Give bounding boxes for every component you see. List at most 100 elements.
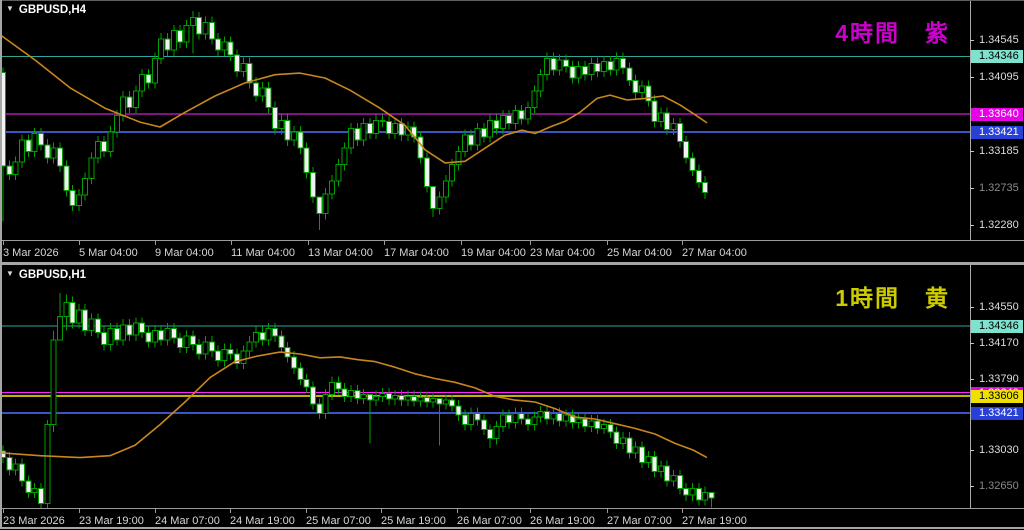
time-tick-label: 13 Mar 04:00 — [308, 247, 373, 259]
bear-candle-body — [6, 457, 13, 471]
h4-time-axis[interactable]: 3 Mar 2026 5 Mar 04:00 9 Mar 04:00 11 Mar 0… — [0, 240, 1024, 262]
bear-candle-body — [126, 96, 133, 108]
window-bottom-border — [0, 527, 1024, 529]
bull-candle-body — [132, 322, 139, 336]
time-tick-label: 25 Mar 07:00 — [306, 515, 371, 527]
bear-candle-body — [385, 120, 392, 135]
bear-candle-body — [664, 465, 671, 482]
bear-candle-body — [423, 396, 430, 403]
bull-candle-body — [360, 123, 367, 141]
price-tick-mark — [970, 188, 974, 189]
collapse-chart-icon[interactable]: ▼ — [6, 269, 14, 278]
time-tick-label: 3 Mar 2026 — [3, 247, 59, 259]
bear-candle-body — [544, 410, 551, 420]
bull-candle-body — [113, 115, 120, 133]
bull-candle-body — [221, 41, 228, 51]
bull-candle-body — [50, 147, 57, 159]
bull-candle-body — [56, 315, 63, 341]
bull-candle-body — [183, 335, 190, 348]
bull-candle-body — [151, 330, 158, 343]
bear-candle-body — [278, 335, 285, 348]
bear-candle-body — [689, 157, 696, 171]
bull-candle-body — [588, 62, 595, 76]
bull-candle-body — [563, 414, 570, 422]
time-tick-mark — [79, 509, 80, 513]
bear-candle-body — [208, 21, 215, 40]
chart-panel-h1: ▼ GBPUSD,H1 1時間 黄 1.34550 1.34346 1.34170 1.… — [0, 265, 1024, 530]
bull-candle-body — [404, 395, 411, 401]
bear-candle-body — [227, 348, 234, 355]
bear-candle-body — [379, 119, 386, 122]
bear-candle-body — [215, 38, 222, 51]
bear-candle-body — [259, 331, 266, 341]
time-tick-mark — [230, 509, 231, 513]
bear-candle-body — [25, 480, 32, 493]
bear-candle-body — [683, 488, 690, 496]
bear-candle-body — [63, 165, 70, 192]
bear-candle-body — [366, 393, 373, 401]
price-tick-mark — [970, 343, 974, 344]
bull-candle-body — [335, 164, 342, 182]
bull-candle-body — [544, 57, 551, 76]
bull-candle-body — [44, 424, 51, 505]
bear-candle-body — [385, 393, 392, 400]
bull-candle-body — [619, 437, 626, 444]
bull-candle-body — [442, 399, 449, 405]
bull-candle-body — [347, 128, 354, 149]
bull-candle-body — [638, 85, 645, 94]
bear-candle-body — [550, 57, 557, 71]
bull-candle-body — [474, 128, 481, 146]
candlesticks — [0, 11, 709, 230]
h4-price-axis[interactable]: 1.34545 1.34346 1.34095 1.33640 1.33421 1.331… — [970, 0, 1024, 240]
bear-candle-body — [449, 399, 456, 407]
bear-candle-body — [272, 328, 279, 337]
bear-candle-body — [695, 488, 702, 501]
bull-candle-body — [430, 397, 437, 403]
price-tick-label: 1.33185 — [979, 145, 1019, 157]
price-tick-label: 1.33790 — [979, 373, 1019, 385]
panel-divider[interactable] — [0, 262, 1024, 265]
bear-candle-body — [702, 182, 709, 193]
h1-chart-canvas[interactable] — [0, 265, 970, 508]
bear-candle-body — [69, 190, 76, 206]
h4-price-axis-separator — [970, 0, 971, 240]
h1-time-axis[interactable]: 23 Mar 2026 23 Mar 19:00 24 Mar 07:00 24 Ma… — [0, 508, 1024, 530]
bull-candle-body — [373, 395, 380, 401]
bear-candle-body — [145, 74, 152, 84]
bull-candle-body — [202, 21, 209, 35]
h1-price-axis[interactable]: 1.345501.343461.341701.337901.336401.336… — [970, 265, 1024, 508]
bear-candle-body — [563, 59, 570, 68]
price-tick-mark — [970, 77, 974, 78]
bear-candle-body — [708, 491, 715, 499]
price-tick-mark — [970, 379, 974, 380]
bull-candle-body — [75, 194, 82, 206]
bull-candle-body — [689, 488, 696, 496]
bear-candle-body — [37, 133, 44, 146]
bull-candle-body — [322, 193, 329, 215]
bear-candle-body — [430, 186, 437, 210]
moving-average-line[interactable] — [0, 34, 708, 164]
collapse-chart-icon[interactable]: ▼ — [6, 4, 14, 13]
teal-price-marker: 1.34346 — [971, 50, 1023, 63]
time-tick-label: 9 Mar 04:00 — [155, 247, 214, 259]
bull-candle-body — [436, 196, 443, 210]
time-tick-mark — [457, 509, 458, 513]
bull-candle-body — [50, 339, 57, 426]
time-tick-label: 26 Mar 07:00 — [457, 515, 522, 527]
bull-candle-body — [531, 416, 538, 426]
moving-average-line[interactable] — [0, 351, 708, 459]
bear-candle-body — [455, 405, 462, 416]
bull-candle-body — [702, 491, 709, 501]
bull-candle-body — [290, 131, 297, 141]
bear-candle-body — [581, 418, 588, 427]
bear-candle-body — [101, 331, 108, 346]
time-tick-label: 27 Mar 04:00 — [682, 247, 747, 259]
time-tick-label: 19 Mar 04:00 — [461, 247, 526, 259]
bull-candle-body — [575, 66, 582, 79]
bull-candle-body — [170, 30, 177, 51]
bear-candle-body — [145, 331, 152, 343]
bear-candle-body — [335, 381, 342, 390]
bull-candle-body — [63, 301, 70, 317]
h4-chart-canvas[interactable] — [0, 0, 970, 240]
time-tick-label: 11 Mar 04:00 — [231, 247, 296, 259]
